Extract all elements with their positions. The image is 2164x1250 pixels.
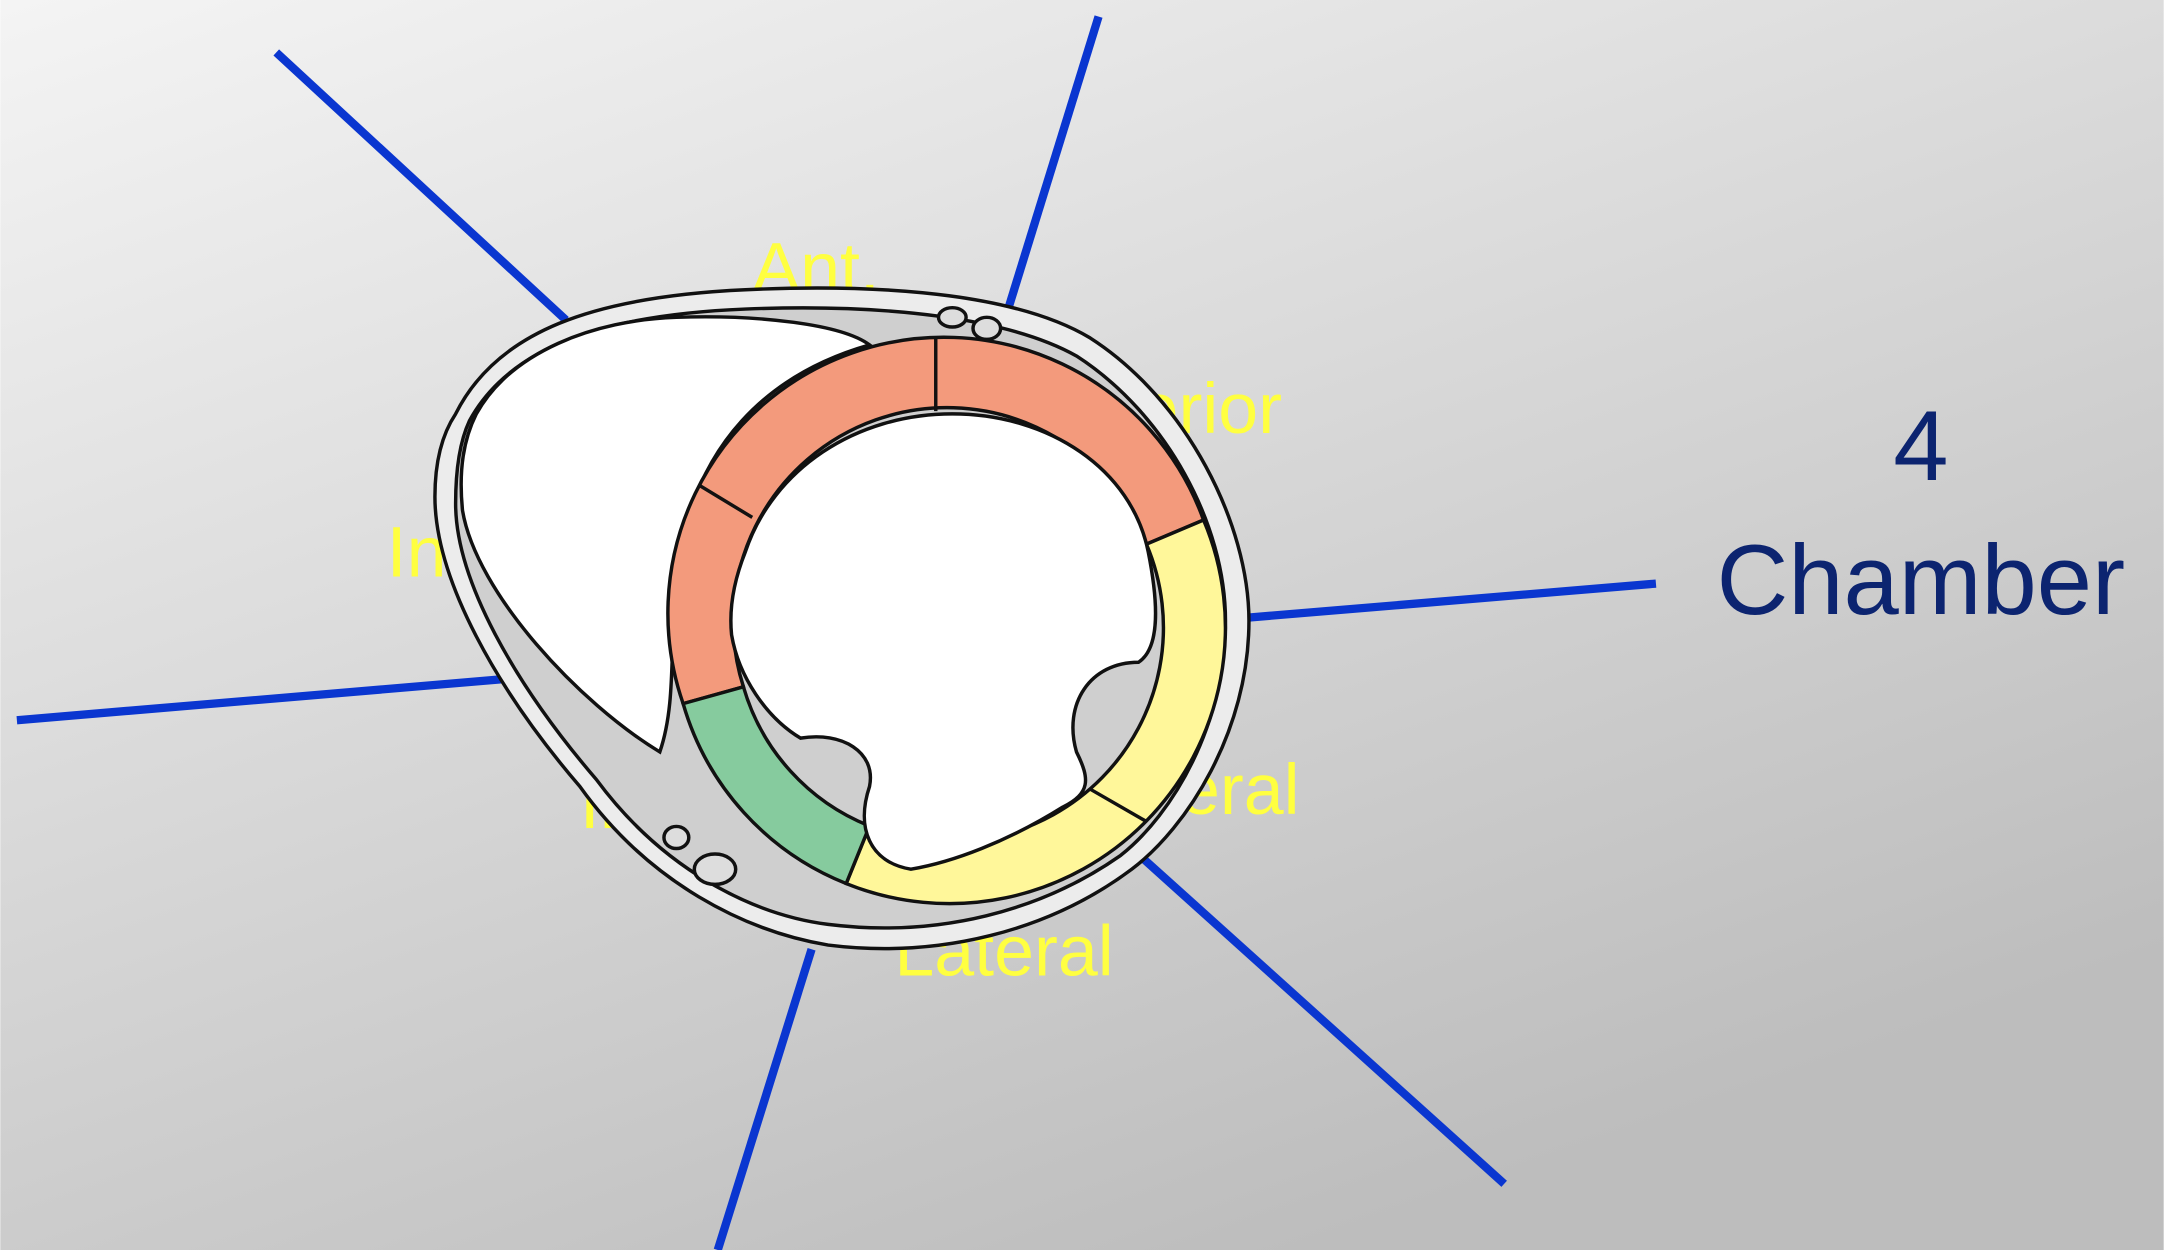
view-line <box>273 49 569 324</box>
lateral-segments <box>843 517 1228 906</box>
vessel <box>971 315 1003 342</box>
left-ventricle-cavity <box>729 412 1158 871</box>
segment-border <box>698 484 754 519</box>
anterior-segments <box>666 335 1206 706</box>
heart-cross-section <box>433 286 1251 951</box>
view-lines <box>16 15 1657 1250</box>
view-label: 4 <box>1893 391 1948 502</box>
vessel <box>692 852 738 887</box>
view-label: Chamber <box>1717 525 2126 636</box>
segment-border <box>1089 787 1147 823</box>
view-line <box>16 674 509 725</box>
inferior-segments <box>680 684 872 886</box>
view-line <box>1241 579 1657 623</box>
vessel <box>662 824 691 851</box>
view-line <box>1000 15 1103 322</box>
vessel <box>936 305 968 329</box>
view-line <box>1139 855 1507 1187</box>
view-line <box>713 947 816 1250</box>
